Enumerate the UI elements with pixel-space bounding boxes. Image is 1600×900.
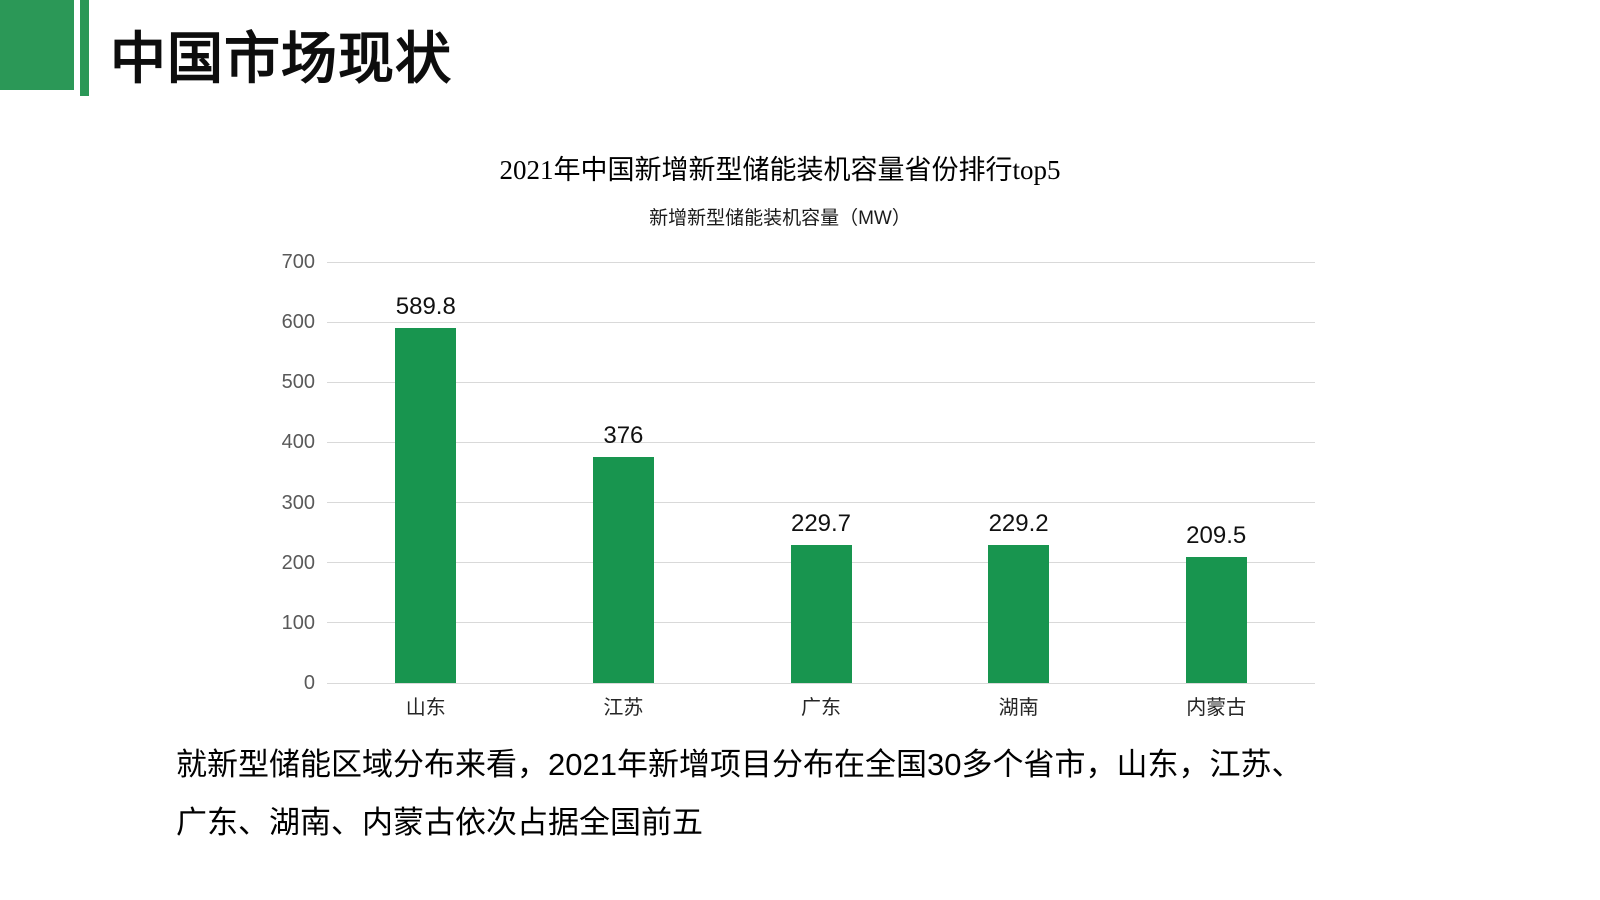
chart-y-axis: 0 100 200 300 400 500 600 700 [235, 251, 315, 694]
gridline [327, 321, 1315, 323]
gridline [327, 502, 1315, 504]
gridline [327, 261, 1315, 263]
bar-山东 [395, 328, 457, 683]
chart-title: 2021年中国新增新型储能装机容量省份排行top5 [499, 155, 1061, 185]
bar-value-label: 209.5 [1186, 522, 1247, 549]
chart-subtitle: 新增新型储能装机容量（MW） [649, 208, 911, 229]
y-tick-label: 300 [281, 491, 315, 514]
x-category-label: 广东 [801, 697, 841, 719]
bar-内蒙古 [1185, 557, 1247, 683]
caption-line-1: 就新型储能区域分布来看，2021年新增项目分布在全国30多个省市，山东，江苏、 [176, 747, 1303, 782]
title-accent-square [0, 0, 74, 90]
bar-value-label: 229.7 [790, 509, 852, 537]
y-tick-label: 200 [281, 551, 315, 574]
bar-value-label: 376 [603, 421, 644, 449]
x-category-label: 山东 [405, 697, 446, 719]
x-category-label: 湖南 [998, 697, 1039, 719]
caption: 就新型储能区域分布来看，2021年新增项目分布在全国30多个省市，山东，江苏、 … [176, 736, 1466, 852]
y-tick-label: 500 [281, 371, 315, 394]
bar-湖南 [988, 545, 1050, 683]
y-tick-label: 600 [281, 311, 315, 334]
x-category-label: 内蒙古 [1186, 697, 1247, 719]
gridline [327, 682, 1315, 684]
y-tick-label: 100 [281, 611, 315, 634]
bar-江苏 [592, 456, 654, 683]
page-title: 中国市场现状 [110, 27, 452, 90]
bar-value-label: 589.8 [395, 293, 456, 321]
title-accent-bar [80, 0, 89, 96]
caption-line-2: 广东、湖南、内蒙古依次占据全国前五 [176, 805, 703, 840]
y-tick-label: 0 [303, 672, 315, 694]
y-tick-label: 700 [281, 251, 315, 273]
gridline [327, 441, 1315, 443]
bar-广东 [790, 544, 852, 683]
gridline [327, 381, 1315, 383]
chart-plot: 589.8 山东 376 江苏 229.7 广东 229.2 湖南 209.5 内蒙古 [327, 261, 1315, 719]
y-tick-label: 400 [281, 431, 315, 454]
bar-value-label: 229.2 [988, 510, 1049, 538]
x-category-label: 江苏 [603, 697, 644, 719]
